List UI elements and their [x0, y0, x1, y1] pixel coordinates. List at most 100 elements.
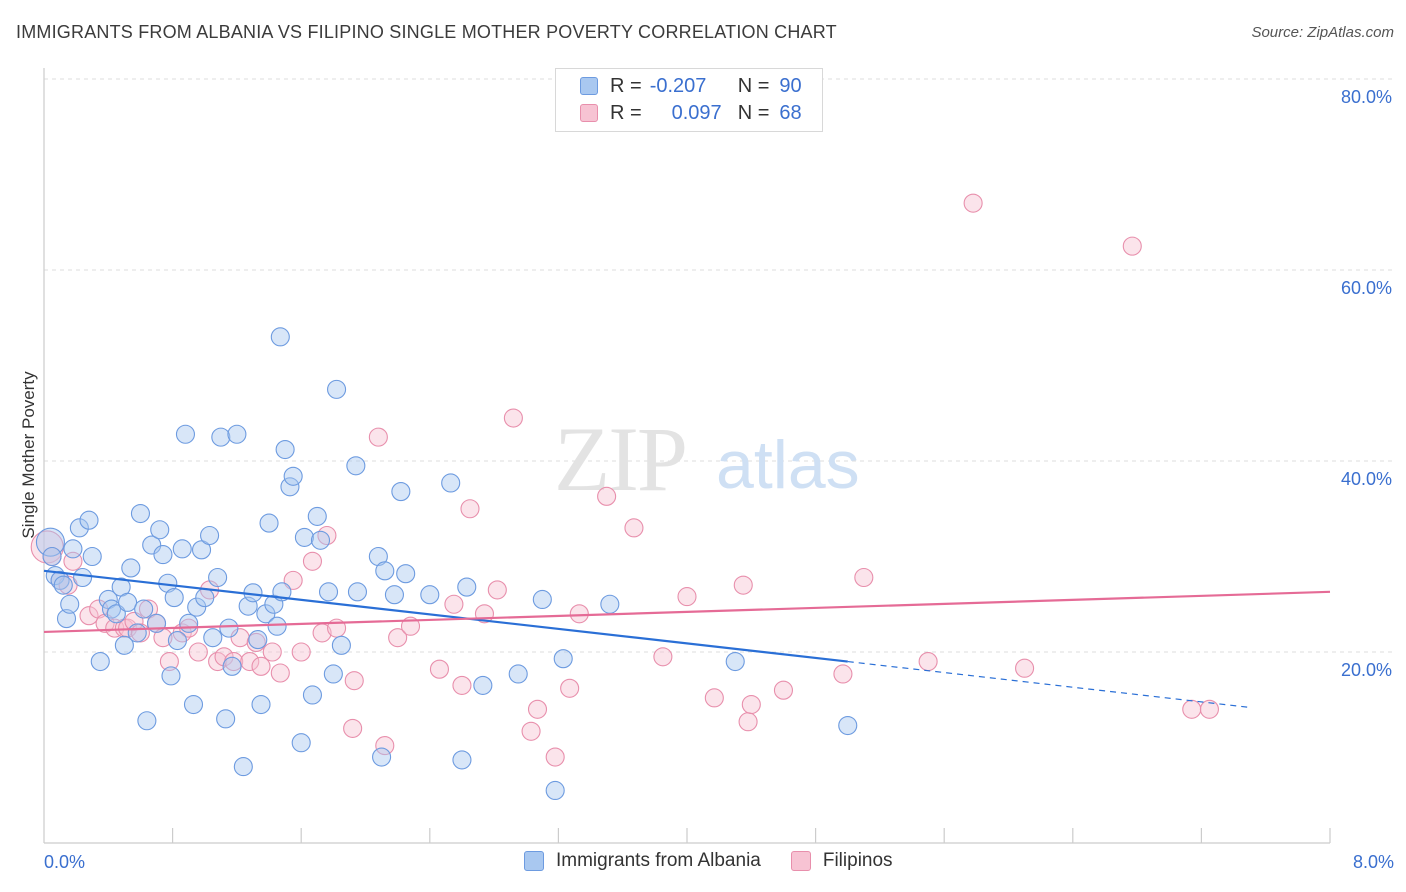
albania-point: [90, 651, 110, 672]
albania-point: [251, 694, 271, 715]
albania-point: [82, 546, 102, 567]
legend-row-albania: R = -0.207 N = 90: [580, 73, 802, 99]
albania-point: [838, 715, 858, 736]
albania-point: [302, 685, 323, 705]
filipinos-point: [138, 599, 159, 619]
axes: [43, 68, 1331, 844]
filipinos-point: [741, 694, 761, 715]
filipinos-point: [444, 594, 464, 614]
albania-point: [150, 520, 170, 540]
x-tick-min: 0.0%: [44, 852, 85, 872]
albania-point: [384, 585, 404, 605]
albania-point: [114, 635, 134, 655]
albania-trend-line: [43, 569, 848, 663]
albania-point: [106, 604, 126, 624]
legend-n-label: N =: [737, 74, 770, 97]
filipinos-point: [624, 518, 644, 538]
filipinos-points: [30, 193, 1219, 767]
albania-point: [323, 664, 343, 684]
albania-point: [368, 546, 388, 567]
albania-points: [35, 327, 858, 801]
chart-title: IMMIGRANTS FROM ALBANIA VS FILIPINO SING…: [16, 22, 837, 42]
albania-point: [60, 594, 80, 614]
albania-trend-extension: [847, 660, 1250, 708]
albania-point: [134, 599, 154, 619]
grid-lines: [44, 78, 1394, 653]
filipinos-point: [487, 580, 507, 600]
filipinos-point: [343, 718, 363, 738]
albania-point: [267, 616, 287, 636]
albania-point: [211, 427, 231, 447]
albania-point: [508, 664, 528, 684]
legend-r-label: R =: [610, 74, 642, 97]
filipinos-point: [569, 604, 589, 624]
albania-point: [142, 535, 162, 555]
filipinos-point: [854, 567, 874, 588]
albania-point: [191, 540, 212, 560]
albania-point: [248, 630, 268, 650]
legend-n-value: 90: [779, 74, 802, 97]
series-label-filipinos: Filipinos: [822, 850, 893, 871]
series-swatch-albania: [524, 851, 544, 871]
albania-point: [183, 694, 204, 715]
albania-point: [553, 649, 573, 669]
albania-point: [203, 628, 223, 648]
filipinos-point: [653, 647, 673, 667]
albania-point: [73, 567, 93, 588]
albania-point: [270, 327, 290, 347]
filipinos-point: [188, 642, 208, 662]
filipinos-point: [1182, 699, 1202, 719]
legend-r-label: R =: [610, 101, 642, 124]
filipinos-point: [1199, 699, 1219, 719]
filipinos-point: [240, 651, 260, 672]
albania-point: [318, 582, 339, 602]
albania-point: [200, 525, 220, 546]
albania-point: [473, 675, 493, 695]
filipinos-point: [677, 587, 697, 607]
albania-point: [375, 561, 395, 581]
albania-point: [161, 666, 181, 686]
filipinos-point: [704, 688, 724, 708]
albania-point: [233, 757, 253, 777]
albania-point: [167, 630, 187, 651]
filipinos-point: [375, 736, 395, 756]
filipinos-point: [733, 575, 753, 595]
filipinos-point: [429, 659, 449, 679]
filipinos-point: [545, 747, 565, 767]
albania-point: [53, 575, 73, 595]
filipinos-point: [1122, 236, 1142, 256]
albania-point: [56, 609, 77, 629]
albania-point: [291, 733, 311, 753]
albania-point: [283, 466, 303, 486]
albania-point: [346, 456, 366, 476]
albania-point: [725, 651, 745, 672]
albania-point: [275, 439, 295, 460]
filipinos-point: [388, 628, 408, 648]
series-legend-filipinos[interactable]: Filipinos: [790, 850, 893, 872]
series-legend: Immigrants from Albania Filipinos: [524, 850, 923, 872]
filipinos-point: [302, 551, 323, 571]
albania-point: [121, 558, 141, 578]
y-tick-label: 20.0%: [1341, 660, 1392, 680]
albania-point: [294, 527, 314, 547]
series-legend-albania[interactable]: Immigrants from Albania: [524, 850, 761, 872]
albania-point: [127, 623, 147, 643]
albania-point: [256, 604, 276, 624]
albania-point: [175, 424, 196, 444]
albania-point: [63, 539, 83, 559]
legend-r-value: -0.207: [649, 74, 707, 97]
filipinos-point: [159, 651, 179, 672]
y-tick-label: 40.0%: [1341, 469, 1392, 489]
albania-point: [396, 564, 416, 584]
legend-swatch-filipinos: [580, 104, 598, 122]
albania-point: [372, 747, 392, 767]
correlation-legend: R = -0.207 N = 90 R = 0.097 N = 68: [555, 68, 823, 132]
filipinos-point: [918, 651, 938, 672]
albania-point: [259, 513, 279, 533]
albania-point: [331, 635, 351, 655]
albania-point: [452, 750, 472, 770]
filipinos-point: [368, 427, 388, 447]
filipinos-point: [521, 721, 541, 741]
albania-point: [545, 780, 565, 801]
